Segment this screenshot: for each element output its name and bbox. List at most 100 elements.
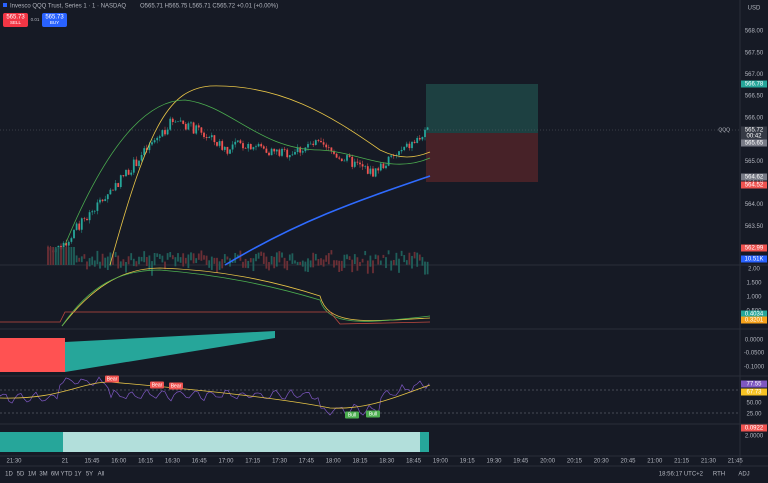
volume-bar (255, 253, 257, 262)
candle-body (104, 199, 107, 202)
candle-body (356, 161, 359, 163)
volume-bar (333, 260, 335, 268)
price-label: 567.50 (745, 50, 764, 56)
volume-bar (140, 256, 143, 262)
candle-body (106, 194, 109, 200)
volume-bar (203, 255, 205, 260)
pane-label: 1.500 (746, 281, 762, 287)
moving-average (109, 85, 431, 266)
adj[interactable]: ADJ (738, 472, 749, 478)
volume-bar (174, 257, 177, 267)
volume-bar (125, 261, 127, 273)
candle-body (177, 121, 179, 123)
session[interactable]: RTH (713, 472, 725, 478)
candle-body (145, 148, 148, 151)
candle-body (65, 242, 68, 246)
time-label: 18:15 (352, 459, 368, 465)
ohlc: O565.71 H565.75 L565.71 C565.72 +0.01 (+… (140, 4, 278, 10)
symbol-title[interactable]: Invesco QQQ Trust, Series 1 · 1 · NASDAQ (10, 4, 126, 10)
volume-bar (171, 255, 174, 260)
sell-label: SELL (10, 20, 22, 25)
candle-body (88, 212, 91, 221)
volume-bar (49, 247, 52, 265)
range-button[interactable]: 3M (39, 472, 47, 478)
time-label: 15:45 (84, 459, 100, 465)
volume-bar (348, 256, 351, 261)
volume-bar (80, 256, 83, 263)
candle-body (291, 154, 294, 156)
volume-bar (164, 261, 166, 270)
volume-bar (127, 256, 130, 265)
candle-body (96, 202, 99, 211)
time-label: 19:15 (460, 459, 476, 465)
range-button[interactable]: 6M (51, 472, 59, 478)
candle-body (158, 136, 161, 138)
time-label: 18:45 (406, 459, 422, 465)
candle-body (268, 152, 270, 156)
range-button[interactable]: 1Y (74, 472, 81, 478)
price-badge (741, 126, 767, 134)
volume-bar (353, 254, 356, 265)
price-label: 565.00 (745, 159, 764, 165)
buy-button[interactable] (42, 13, 67, 27)
candle-body (390, 155, 393, 157)
time-label: 16:30 (165, 459, 181, 465)
volume-bar (317, 259, 320, 266)
candle-body (117, 183, 120, 187)
candle-body (382, 163, 385, 169)
range-button[interactable]: 1M (28, 472, 36, 478)
range-button[interactable]: 1D (5, 472, 13, 478)
candle-body (273, 148, 276, 152)
histogram-pos (65, 331, 275, 372)
candle-body (312, 143, 315, 145)
candle-body (132, 159, 135, 173)
volume-bar (390, 260, 393, 271)
candle-body (288, 155, 291, 158)
volume-bar (145, 257, 148, 266)
candle-body (283, 148, 286, 150)
sell-button[interactable] (3, 13, 28, 27)
candle-body (278, 149, 281, 156)
candle-body (369, 168, 372, 174)
volume-bar (73, 247, 75, 265)
oscillator (61, 267, 431, 327)
volume-bar (366, 260, 369, 274)
candle-body (244, 148, 247, 149)
histogram-neg (0, 338, 65, 372)
range-button[interactable]: 5Y (86, 472, 93, 478)
currency[interactable]: USD (748, 6, 761, 12)
price-badge (741, 255, 767, 263)
time-label: 17:30 (272, 459, 288, 465)
volume-bar (213, 257, 216, 264)
candle-body (275, 149, 278, 152)
signal-label: Bull (348, 412, 356, 418)
range-button[interactable]: YTD (61, 472, 74, 478)
volume-bar (288, 254, 291, 261)
volume-bar (153, 252, 156, 266)
time-label: 17:15 (245, 459, 261, 465)
candle-body (127, 169, 130, 175)
candle-body (346, 155, 348, 161)
candle-body (156, 137, 159, 141)
volume-bar (205, 255, 208, 265)
volume-bar (257, 252, 260, 259)
volume-bar (197, 253, 200, 260)
candle-body (80, 218, 83, 230)
spread: 0.01 (31, 17, 40, 22)
candle-body (229, 149, 231, 154)
volume-bar (405, 260, 408, 265)
range-button[interactable]: All (98, 472, 105, 478)
candle-body (226, 146, 229, 154)
candle-body (333, 151, 335, 154)
candle-body (161, 130, 164, 137)
volume-bar (138, 256, 140, 265)
range-button[interactable]: 5D (17, 472, 25, 478)
volume-bar (418, 254, 421, 261)
candle-body (249, 143, 252, 150)
candle-body (130, 172, 133, 175)
volume-bar (356, 257, 359, 271)
signal-tag (366, 410, 380, 418)
candle-body (135, 159, 138, 167)
volume-bar (166, 253, 169, 260)
